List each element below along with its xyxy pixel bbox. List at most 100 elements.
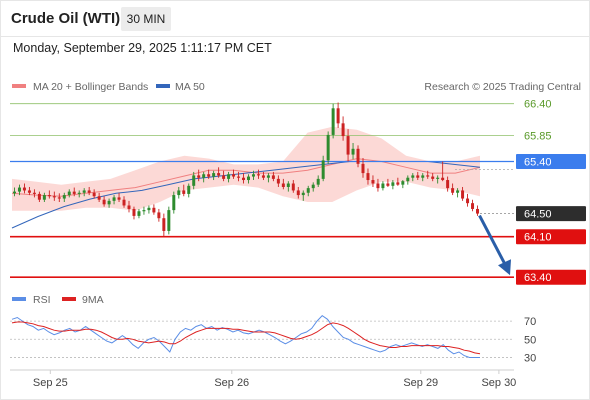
last-price-box <box>516 206 586 222</box>
chart-header: Crude Oil (WTI) 30 MIN <box>0 0 590 37</box>
candle-body <box>311 184 315 189</box>
rsi-ma-legend-label: 9MA <box>82 294 104 306</box>
candle-body <box>62 195 66 199</box>
candle-body <box>52 196 56 198</box>
candle-body <box>102 199 106 205</box>
candle-body <box>92 192 96 197</box>
candle-body <box>266 175 270 178</box>
candle-body <box>67 191 71 196</box>
candle-body <box>132 208 136 216</box>
candle-body <box>242 177 246 181</box>
candle-body <box>42 195 46 200</box>
support-2-box <box>516 269 586 285</box>
candle-body <box>461 190 465 199</box>
resistance-1-label: 66.40 <box>524 99 552 111</box>
candle-body <box>57 197 61 199</box>
candle-body <box>227 174 231 179</box>
support-2-label: 63.40 <box>524 272 552 284</box>
candle-body <box>77 192 81 194</box>
candle-body <box>172 195 176 211</box>
candle-body <box>147 207 151 211</box>
rsi-legend-swatch <box>12 297 26 301</box>
candle-body <box>416 175 420 178</box>
candle-body <box>456 190 460 193</box>
support-1-label: 64.10 <box>524 232 552 244</box>
candle-body <box>336 108 340 124</box>
candle-body <box>366 173 370 181</box>
candle-body <box>466 198 470 204</box>
resistance-2-label: 65.85 <box>524 130 552 142</box>
candle-body <box>207 174 211 177</box>
rsi-tick-label: 30 <box>524 352 536 364</box>
rsi-tick-label: 50 <box>524 334 536 346</box>
timestamp: Monday, September 29, 2025 1:11:17 PM CE… <box>13 41 272 55</box>
candle-body <box>122 199 126 206</box>
candle-body <box>17 187 21 192</box>
candle-body <box>232 174 236 177</box>
ma50-legend-swatch <box>156 84 170 88</box>
candle-body <box>356 148 360 164</box>
bollinger-band-layer <box>12 126 480 211</box>
candle-body <box>471 203 475 209</box>
pivot-box <box>516 154 586 170</box>
candle-body <box>301 192 305 196</box>
time-axis-label: Sep 26 <box>214 377 249 389</box>
candle-body <box>406 177 410 182</box>
candle-body <box>281 183 285 187</box>
candle-body <box>286 183 290 187</box>
last-price-label: 64.50 <box>524 209 552 221</box>
candle-body <box>12 191 16 194</box>
candle-body <box>476 208 480 214</box>
candle-body <box>331 108 335 135</box>
candle-body <box>316 178 320 185</box>
time-axis-label: Sep 29 <box>403 377 438 389</box>
pivot-label: 65.40 <box>524 157 552 169</box>
timeframe-badge[interactable]: 30 MIN <box>121 7 171 31</box>
candle-body <box>152 207 156 213</box>
candle-body <box>187 185 191 194</box>
candle-body <box>291 183 295 191</box>
candle-body <box>396 182 400 185</box>
candle-body <box>276 178 280 184</box>
candle-body <box>401 181 405 185</box>
candle-body <box>37 193 41 200</box>
candle-body <box>222 175 226 179</box>
candle-body <box>296 190 300 196</box>
candle-body <box>426 175 430 177</box>
ma50-legend-label: MA 50 <box>175 81 205 93</box>
candle-body <box>346 136 350 155</box>
candle-body <box>371 180 375 184</box>
candle-body <box>27 190 31 193</box>
time-axis: Sep 25 Sep 26 Sep 29 Sep 30 <box>33 370 516 389</box>
rsi-ma-legend-swatch <box>62 297 76 301</box>
rsi-line <box>11 314 480 358</box>
candle-body <box>112 197 116 201</box>
support-1-box <box>516 229 586 245</box>
support-resistance-layer: 66.40 65.85 65.40 64.50 64.10 63.40 <box>10 99 586 285</box>
candles-layer <box>12 102 480 237</box>
candle-body <box>306 188 310 193</box>
candle-body <box>271 175 275 179</box>
candle-body <box>182 190 186 194</box>
candle-body <box>237 176 241 178</box>
candle-body <box>167 210 171 231</box>
forecast-arrow-head <box>498 259 511 276</box>
candle-body <box>251 174 255 177</box>
candle-body <box>72 191 76 194</box>
candle-body <box>381 183 385 189</box>
forecast-arrow-layer <box>478 214 511 276</box>
candle-body <box>411 175 415 178</box>
candle-body <box>391 182 395 186</box>
time-axis-label: Sep 25 <box>33 377 68 389</box>
candle-body <box>47 195 51 197</box>
candle-body <box>451 188 455 193</box>
candle-body <box>137 211 141 216</box>
instrument-title: Crude Oil (WTI) <box>11 10 121 27</box>
copyright-credit: Research © 2025 Trading Central <box>424 81 581 93</box>
rsi-legend-label: RSI <box>33 294 51 306</box>
candle-body <box>246 176 250 181</box>
candle-body <box>157 212 161 219</box>
candle-body <box>97 196 101 200</box>
candle-body <box>192 175 196 186</box>
